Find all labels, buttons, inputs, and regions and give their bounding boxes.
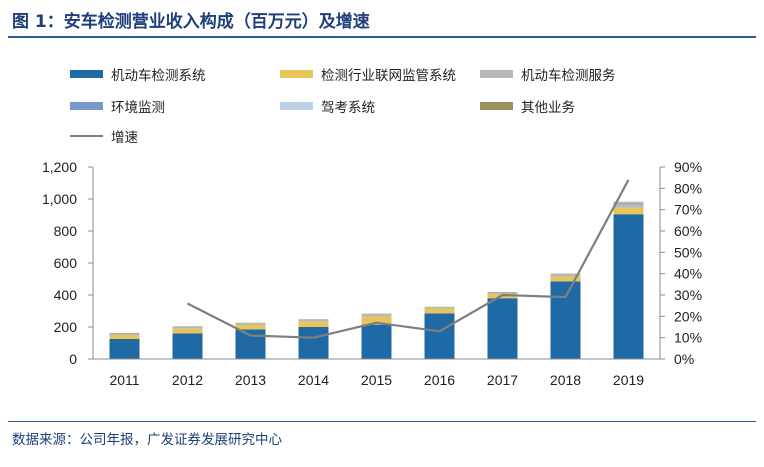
bar-segment — [298, 327, 329, 359]
left-tick-label: 0 — [69, 351, 77, 367]
bar-segment — [613, 207, 644, 215]
bar-segment — [613, 203, 644, 204]
x-tick-label: 2014 — [298, 372, 329, 388]
growth-line — [187, 179, 630, 339]
x-tick-label: 2016 — [424, 372, 455, 388]
right-tick-label: 80% — [674, 180, 702, 196]
x-tick-label: 2011 — [109, 372, 139, 388]
left-tick-label: 200 — [54, 319, 78, 335]
bar-segment — [109, 339, 140, 359]
legend-label: 机动车检测系统 — [111, 68, 206, 84]
bar-segment — [424, 308, 455, 314]
right-tick-label: 60% — [674, 223, 702, 239]
legend-item-environment-monitoring: 环境监测 — [70, 96, 165, 116]
right-tick-label: 50% — [674, 244, 702, 260]
legend-label: 驾考系统 — [321, 100, 375, 116]
x-tick-label: 2015 — [361, 372, 392, 388]
bar-segment — [361, 316, 392, 325]
x-tick-label: 2018 — [550, 372, 581, 388]
title-divider — [8, 36, 756, 38]
legend-item-driving-test-system: 驾考系统 — [280, 96, 375, 116]
legend-swatch — [280, 70, 313, 78]
bar-segment — [235, 329, 266, 359]
left-tick-label: 600 — [54, 255, 78, 271]
legend-item-network-regulation-system: 检测行业联网监管系统 — [280, 64, 456, 84]
bar-segment — [235, 324, 266, 330]
legend-label: 检测行业联网监管系统 — [321, 68, 456, 84]
left-tick-label: 1,000 — [42, 191, 77, 207]
bar-segment — [361, 314, 392, 317]
right-tick-label: 40% — [674, 266, 702, 282]
bar-segment — [550, 276, 581, 282]
bar-segment — [487, 292, 518, 295]
bar-segment — [298, 319, 329, 322]
bar-segment — [109, 335, 140, 339]
bar-segment — [172, 328, 203, 334]
legend-swatch — [480, 102, 513, 110]
stacked-bars — [109, 201, 644, 359]
legend-label: 机动车检测服务 — [521, 68, 616, 84]
chart-legend: 机动车检测系统 检测行业联网监管系统 机动车检测服务 环境监测 驾考系统 其他业… — [70, 64, 670, 146]
source-divider — [8, 421, 756, 422]
bar-segment — [424, 313, 455, 359]
legend-item-other-business: 其他业务 — [480, 96, 575, 116]
legend-swatch — [70, 102, 103, 110]
bar-segment — [487, 298, 518, 359]
right-tick-label: 90% — [674, 159, 702, 175]
bar-segment — [613, 214, 644, 359]
legend-line-swatch — [70, 135, 103, 137]
right-tick-label: 30% — [674, 287, 702, 303]
title-bar: 图 1：安车检测营业收入构成（百万元）及增速 — [0, 0, 764, 34]
bar-segment — [550, 274, 581, 277]
bar-segment — [613, 202, 644, 203]
bar-segment — [172, 333, 203, 359]
left-tick-label: 1,200 — [42, 159, 77, 175]
bar-segment — [235, 323, 266, 325]
left-tick-label: 400 — [54, 287, 78, 303]
bar-segment — [424, 307, 455, 309]
right-tick-label: 20% — [674, 308, 702, 324]
right-tick-label: 10% — [674, 330, 702, 346]
bar-segment — [172, 327, 203, 329]
right-tick-label: 70% — [674, 202, 702, 218]
legend-swatch — [480, 70, 513, 78]
legend-item-growth-rate: 增速 — [70, 126, 138, 146]
legend-label: 环境监测 — [111, 100, 165, 116]
left-tick-label: 800 — [54, 223, 78, 239]
bar-segment — [550, 281, 581, 359]
left-y-axis: 0 200 400 600 800 1,000 1,200 — [42, 159, 94, 367]
bar-segment — [298, 321, 329, 327]
x-axis: 2011 2012 2013 2014 2015 2016 2017 2018 2019 — [93, 358, 660, 388]
legend-swatch — [280, 102, 313, 110]
x-tick-label: 2019 — [613, 372, 644, 388]
bar-segment — [613, 203, 644, 208]
x-tick-label: 2012 — [172, 372, 203, 388]
right-tick-label: 0% — [674, 351, 694, 367]
x-tick-label: 2013 — [235, 372, 266, 388]
growth-rate-line — [187, 179, 630, 339]
legend-swatch — [70, 70, 103, 78]
legend-label: 增速 — [111, 130, 138, 146]
legend-item-vehicle-testing-system: 机动车检测系统 — [70, 64, 206, 84]
legend-label: 其他业务 — [521, 100, 575, 116]
revenue-composition-chart: 0 200 400 600 800 1,000 1,200 0% 10% 20% 30% 40% 50… — [42, 159, 702, 388]
legend-item-vehicle-testing-service: 机动车检测服务 — [480, 64, 616, 84]
bar-segment — [361, 324, 392, 359]
right-y-axis: 0% 10% 20% 30% 40% 50% 60% 70% 80% 90% — [659, 159, 702, 367]
figure-title: 图 1：安车检测营业收入构成（百万元）及增速 — [12, 12, 370, 32]
bar-segment — [109, 333, 140, 335]
source-note: 数据来源：公司年报，广发证券发展研究中心 — [12, 432, 282, 448]
x-tick-label: 2017 — [487, 372, 518, 388]
